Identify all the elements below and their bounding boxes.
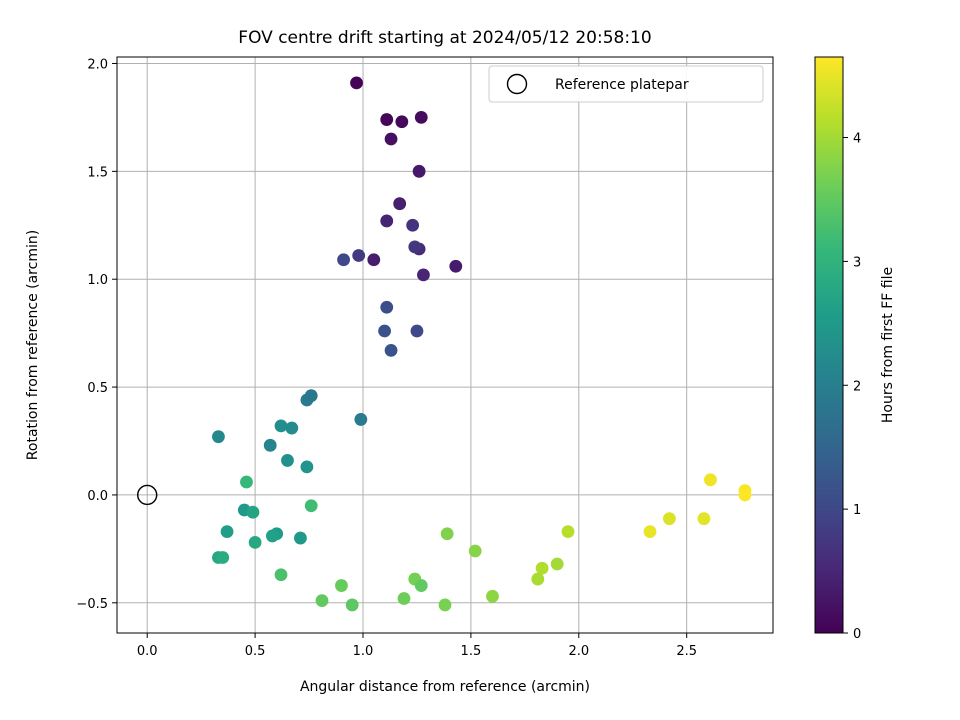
chart-title: FOV centre drift starting at 2024/05/12 …: [238, 28, 651, 48]
data-point: [738, 488, 752, 502]
data-points: [212, 76, 752, 612]
x-tick-label: 0.5: [245, 644, 266, 659]
data-point: [397, 592, 411, 605]
data-point: [380, 113, 394, 126]
y-axis-label: Rotation from reference (arcmin): [25, 230, 41, 460]
data-point: [345, 598, 359, 612]
data-point: [663, 512, 676, 526]
colorbar-gradient: [815, 57, 843, 633]
data-point: [414, 111, 428, 124]
y-tick-label: 1.5: [87, 165, 108, 180]
legend-marker: [506, 73, 528, 95]
colorbar-ticks: 0 1 2 3 4: [843, 132, 861, 642]
data-point: [304, 499, 318, 513]
data-point: [417, 268, 430, 282]
x-tick-label: 1.5: [461, 644, 482, 659]
data-point: [354, 413, 368, 426]
data-point: [438, 598, 452, 612]
data-point: [410, 324, 424, 338]
y-tick-label: −0.5: [76, 597, 108, 612]
data-point: [704, 473, 717, 487]
y-tick-label: 0.0: [87, 489, 108, 504]
data-point: [406, 218, 420, 232]
data-point: [440, 527, 454, 541]
data-point: [335, 579, 348, 592]
data-point: [380, 300, 394, 314]
data-point: [367, 253, 381, 267]
data-point: [285, 421, 299, 435]
data-point: [220, 525, 234, 539]
colorbar-label: Hours from first FF file: [880, 267, 896, 423]
colorbar-frame: [814, 56, 844, 634]
reference-marker: [137, 484, 158, 506]
colorbar-tick-label: 1: [853, 503, 861, 518]
data-point: [697, 512, 711, 526]
y-tick-label: 0.5: [87, 381, 108, 396]
data-point: [212, 430, 225, 444]
x-tick-label: 2.5: [676, 644, 697, 659]
colorbar-tick-label: 4: [853, 132, 861, 147]
grid: [117, 57, 773, 633]
data-point: [274, 568, 288, 582]
data-point: [380, 214, 394, 228]
data-point: [643, 525, 657, 539]
data-point: [315, 594, 329, 608]
data-point: [531, 572, 545, 586]
y-tick-label: 2.0: [87, 57, 108, 72]
data-point: [274, 419, 288, 433]
data-point: [561, 525, 575, 539]
data-point: [246, 505, 260, 519]
data-point: [248, 535, 262, 549]
colorbar-tick-label: 0: [853, 627, 861, 642]
plot-frame: [116, 56, 774, 634]
data-point: [265, 529, 279, 543]
y-axis-ticks: −0.5 0.0 0.5 1.0 1.5 2.0: [76, 57, 117, 612]
data-point: [395, 115, 409, 129]
data-point: [535, 561, 549, 575]
data-point: [352, 249, 366, 262]
data-point: [468, 544, 482, 558]
colorbar: 0 1 2 3 4 Hours from first FF file: [814, 56, 896, 642]
data-point: [378, 324, 391, 338]
data-point: [281, 454, 294, 467]
colorbar-tick-label: 2: [853, 379, 861, 394]
data-point: [294, 531, 307, 545]
legend-label: Reference platepar: [555, 77, 689, 93]
data-point: [263, 438, 277, 452]
data-point: [337, 253, 350, 267]
legend-box: [488, 65, 764, 103]
data-point: [408, 240, 422, 254]
colorbar-tick-label: 3: [853, 255, 861, 270]
data-point: [449, 259, 463, 273]
data-point: [393, 197, 407, 211]
x-axis-ticks: 0.0 0.5 1.0 1.5 2.0 2.5: [137, 633, 697, 659]
y-tick-label: 1.0: [87, 273, 108, 288]
data-point: [384, 343, 398, 357]
data-point: [550, 557, 564, 571]
plot-area: [116, 56, 774, 634]
legend: Reference platepar: [488, 65, 764, 103]
data-point: [384, 132, 398, 146]
data-point: [216, 551, 230, 564]
data-point: [350, 76, 363, 90]
x-axis-label: Angular distance from reference (arcmin): [300, 679, 590, 695]
data-point: [240, 475, 253, 489]
data-point: [300, 460, 314, 474]
x-tick-label: 0.0: [137, 644, 158, 659]
x-tick-label: 2.0: [568, 644, 589, 659]
data-point: [486, 589, 499, 603]
data-point: [412, 164, 426, 178]
data-point: [414, 579, 428, 592]
data-point: [304, 389, 318, 403]
x-tick-label: 1.0: [353, 644, 374, 659]
